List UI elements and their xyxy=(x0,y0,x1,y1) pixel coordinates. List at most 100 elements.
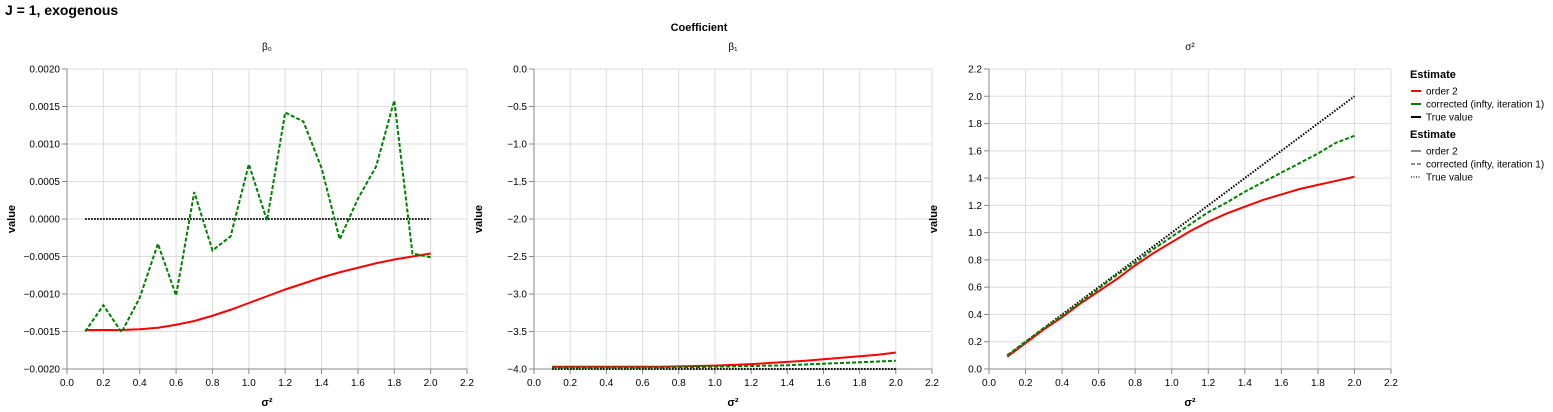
x-tick-label: 0.4 xyxy=(599,378,613,389)
y-tick-label: −1.0 xyxy=(507,140,527,151)
y-tick-label: −0.0015 xyxy=(24,327,61,338)
y-tick-label: −0.0005 xyxy=(24,252,61,263)
column-title: Coefficient xyxy=(671,22,728,34)
y-tick-label: 1.2 xyxy=(968,201,982,212)
x-tick-label: 2.0 xyxy=(424,378,438,389)
legend-label: corrected (infty, iteration 1) xyxy=(1426,160,1544,171)
legend-color-entry: corrected (infty, iteration 1) xyxy=(1411,100,1544,111)
y-tick-label: 0.0000 xyxy=(29,215,60,226)
series-line-true-value xyxy=(1006,95,1356,357)
series-line-corrected xyxy=(84,100,431,335)
y-tick-label: 0.0010 xyxy=(29,140,60,151)
y-tick-label: 0.0005 xyxy=(29,177,60,188)
x-axis-title: σ² xyxy=(261,397,273,409)
legend-dash-entry: True value xyxy=(1411,173,1473,184)
x-tick-label: 1.4 xyxy=(780,378,794,389)
panel-title: β₀ xyxy=(262,42,272,53)
figure-title: J = 1, exogenous xyxy=(5,2,119,18)
y-tick-label: 0.0020 xyxy=(29,65,60,76)
x-tick-label: 0.4 xyxy=(133,378,147,389)
y-tick-label: 0.4 xyxy=(968,310,982,321)
legend-color-title: Estimate xyxy=(1410,69,1456,81)
legend-label: True value xyxy=(1426,113,1473,124)
y-tick-label: −4.0 xyxy=(507,365,527,376)
legend-label: True value xyxy=(1426,173,1473,184)
y-tick-label: 0.0 xyxy=(968,365,982,376)
legend-label: order 2 xyxy=(1426,147,1458,158)
legend-label: corrected (infty, iteration 1) xyxy=(1426,100,1544,111)
x-tick-label: 0.0 xyxy=(60,378,74,389)
legend-color-entry: True value xyxy=(1411,113,1473,124)
x-tick-label: 1.4 xyxy=(315,378,329,389)
y-tick-label: −3.5 xyxy=(507,327,527,338)
y-tick-label: 2.2 xyxy=(968,65,982,76)
x-tick-label: 2.0 xyxy=(889,378,903,389)
x-tick-label: 0.6 xyxy=(636,378,650,389)
x-tick-label: 1.6 xyxy=(351,378,365,389)
y-tick-label: −2.5 xyxy=(507,252,527,263)
x-tick-label: 0.0 xyxy=(982,378,996,389)
y-tick-label: 1.8 xyxy=(968,119,982,130)
x-axis-title: σ² xyxy=(727,397,739,409)
x-tick-label: 1.0 xyxy=(1165,378,1179,389)
series-line-corrected xyxy=(552,359,896,369)
x-tick-label: 1.8 xyxy=(1311,378,1325,389)
panel-title: β₁ xyxy=(728,42,738,53)
y-tick-label: 1.0 xyxy=(968,228,982,239)
x-tick-label: 0.6 xyxy=(169,378,183,389)
legend-dash-title: Estimate xyxy=(1410,129,1456,141)
x-tick-label: 2.2 xyxy=(925,378,939,389)
y-tick-label: −3.0 xyxy=(507,290,527,301)
x-axis-title: σ² xyxy=(1184,397,1196,409)
chart-panels: 0.0 0.2 0.4 0.6 0.8 1.0 1.2 1.4 1.6 1.8 2.0 2.2 −0.0… xyxy=(6,42,1398,409)
legend-dash-entry: corrected (infty, iteration 1) xyxy=(1411,160,1544,171)
y-axis-title: value xyxy=(473,205,485,233)
y-tick-label: −2.0 xyxy=(507,215,527,226)
series-line-order-2 xyxy=(1006,175,1355,358)
x-tick-label: 0.4 xyxy=(1055,378,1069,389)
y-tick-label: 0.6 xyxy=(968,283,982,294)
chart-panel-beta0: 0.0 0.2 0.4 0.6 0.8 1.0 1.2 1.4 1.6 1.8 2.0 2.2 −0.0… xyxy=(6,42,474,409)
y-tick-label: −0.0020 xyxy=(24,365,61,376)
x-tick-label: 1.8 xyxy=(853,378,867,389)
x-tick-label: 1.2 xyxy=(744,378,758,389)
x-tick-label: 0.8 xyxy=(206,378,220,389)
panel-title: σ² xyxy=(1185,42,1195,53)
x-tick-label: 0.6 xyxy=(1092,378,1106,389)
y-tick-label: 1.6 xyxy=(968,146,982,157)
series-line-corrected xyxy=(1006,134,1355,357)
x-tick-label: 2.2 xyxy=(460,378,474,389)
x-tick-label: 0.8 xyxy=(1128,378,1142,389)
y-tick-label: 2.0 xyxy=(968,92,982,103)
legend: Estimate order 2 corrected (infty, itera… xyxy=(1410,69,1544,184)
y-tick-label: 0.0 xyxy=(513,65,527,76)
series-line-order-2 xyxy=(85,252,431,331)
x-tick-label: 1.2 xyxy=(1201,378,1215,389)
legend-label: order 2 xyxy=(1426,87,1458,98)
x-tick-label: 0.2 xyxy=(563,378,577,389)
y-tick-label: 0.0015 xyxy=(29,102,60,113)
legend-color-entry: order 2 xyxy=(1411,87,1458,98)
x-tick-label: 1.8 xyxy=(387,378,401,389)
y-tick-label: 0.2 xyxy=(968,337,982,348)
x-tick-label: 0.0 xyxy=(527,378,541,389)
x-tick-label: 1.6 xyxy=(1274,378,1288,389)
x-tick-label: 1.2 xyxy=(278,378,292,389)
x-tick-label: 1.0 xyxy=(242,378,256,389)
legend-dash-entry: order 2 xyxy=(1411,147,1458,158)
x-tick-label: 1.0 xyxy=(708,378,722,389)
y-tick-label: −0.0010 xyxy=(24,290,61,301)
y-tick-label: 0.8 xyxy=(968,255,982,266)
y-tick-label: −1.5 xyxy=(507,177,527,188)
y-axis-title: value xyxy=(6,205,18,233)
x-tick-label: 1.6 xyxy=(817,378,831,389)
x-tick-label: 2.2 xyxy=(1384,378,1398,389)
y-axis-title: value xyxy=(928,205,940,233)
y-tick-label: −0.5 xyxy=(507,102,527,113)
chart-panel-beta1: 0.0 0.2 0.4 0.6 0.8 1.0 1.2 1.4 1.6 1.8 2.0 2.2 −4.0… xyxy=(473,42,939,409)
series-line-order-2 xyxy=(552,351,896,368)
x-tick-label: 0.2 xyxy=(1019,378,1033,389)
chart-panel-sigma2: 0.0 0.2 0.4 0.6 0.8 1.0 1.2 1.4 1.6 1.8 2.0 2.2 0.0 0… xyxy=(928,42,1398,409)
x-tick-label: 0.8 xyxy=(672,378,686,389)
